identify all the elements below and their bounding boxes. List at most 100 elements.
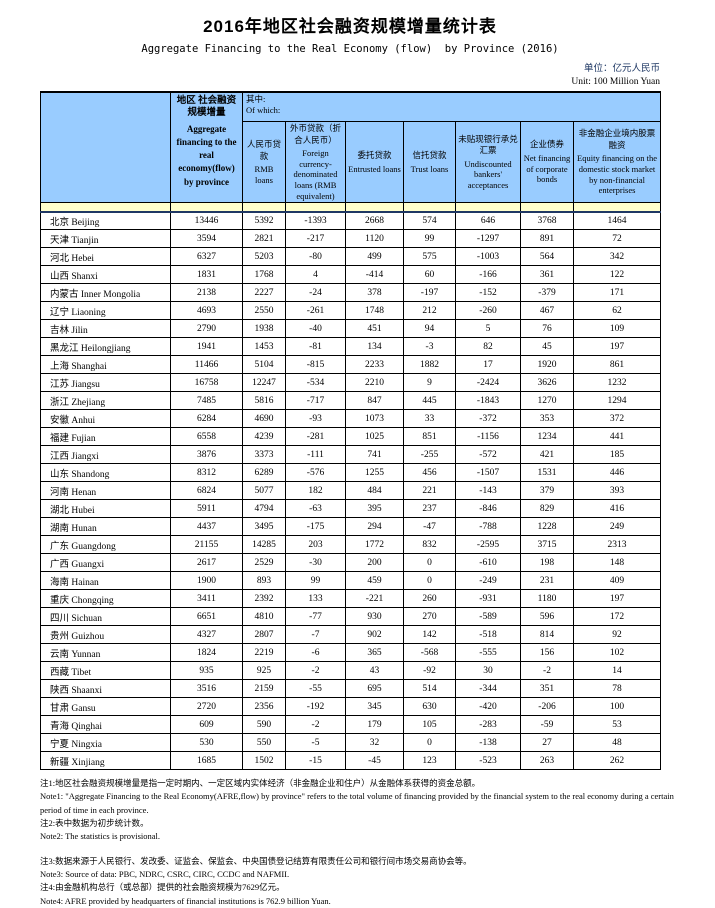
table-body: 北京 Beijing 13446 5392 -1393 2668 574 646 3768 14… [40, 211, 662, 771]
value-cell: 212 [403, 301, 456, 321]
value-cell: 92 [572, 625, 662, 645]
afre-table: 地区 社会融资规模增量 Aggregate financing to the r… [40, 90, 662, 771]
value-cell: 1294 [572, 391, 662, 411]
value-cell: -166 [455, 265, 521, 285]
table-row: 黑龙江 Heilongjiang 1941 1453 -81 134 -3 82 45 197 [40, 337, 662, 357]
value-cell: 82 [455, 337, 521, 357]
value-cell: 1232 [572, 373, 662, 393]
value-cell: 441 [572, 427, 662, 447]
province-cell: 湖北 Hubei [40, 499, 171, 519]
province-cell: 云南 Yunnan [40, 643, 171, 663]
value-cell: 5392 [242, 211, 286, 231]
unit-block: 单位：亿元人民币 Unit: 100 Million Yuan [40, 63, 660, 89]
value-cell: 100 [572, 697, 662, 717]
value-cell: 99 [403, 229, 456, 249]
value-cell: 456 [403, 463, 456, 483]
column-header-of-which: 其中: Of which: [241, 91, 662, 123]
value-cell: 3876 [170, 445, 243, 465]
province-cell: 甘肃 Gansu [40, 697, 171, 717]
value-cell: 76 [520, 319, 574, 339]
value-cell: 14285 [242, 535, 286, 555]
value-cell: -518 [455, 625, 521, 645]
table-row: 云南 Yunnan 1824 2219 -6 365 -568 -555 156 102 [40, 643, 662, 663]
value-cell: 109 [572, 319, 662, 339]
value-cell: 6558 [170, 427, 243, 447]
value-cell: 17 [455, 355, 521, 375]
table-row: 河南 Henan 6824 5077 182 484 221 -143 379 393 [40, 481, 662, 501]
value-cell: 6327 [170, 247, 243, 267]
value-cell: 484 [345, 481, 404, 501]
note-line: 注1:地区社会融资规模增量是指一定时期内、一定区域内实体经济（非金融企业和住户）… [40, 778, 481, 789]
value-cell: 134 [345, 337, 404, 357]
province-cell: 青海 Qinghai [40, 715, 171, 735]
value-cell: 514 [403, 679, 456, 699]
value-cell: 237 [403, 499, 456, 519]
table-row: 吉林 Jilin 2790 1938 -40 451 94 5 76 109 [40, 319, 662, 339]
value-cell: 197 [572, 337, 662, 357]
value-cell: 2138 [170, 283, 243, 303]
province-cell: 黑龙江 Heilongjiang [40, 337, 171, 357]
value-cell: -92 [403, 661, 456, 681]
value-cell: 3373 [242, 445, 286, 465]
table-row: 贵州 Guizhou 4327 2807 -7 902 142 -518 814 92 [40, 625, 662, 645]
spacer-cell [40, 202, 171, 213]
value-cell: 6289 [242, 463, 286, 483]
value-cell: 372 [572, 409, 662, 429]
value-cell: 499 [345, 247, 404, 267]
province-cell: 北京 Beijing [40, 211, 171, 231]
column-header-rmb-loans: 人民币贷款 RMB loans [242, 121, 286, 204]
value-cell: 13446 [170, 211, 243, 231]
column-header-trust-loans: 信托贷款 Trust loans [403, 121, 456, 204]
column-header-cn: 企业债券 [529, 139, 564, 150]
table-row: 海南 Hainan 1900 893 99 459 0 -249 231 409 [40, 571, 662, 591]
value-cell: -283 [455, 715, 521, 735]
value-cell: 893 [242, 571, 286, 591]
value-cell: 1234 [520, 427, 574, 447]
table-row: 江西 Jiangxi 3876 3373 -111 741 -255 -572 421 185 [40, 445, 662, 465]
value-cell: 123 [403, 751, 456, 771]
value-cell: -55 [285, 679, 346, 699]
table-row: 北京 Beijing 13446 5392 -1393 2668 574 646 3768 14… [40, 211, 662, 231]
province-cell: 四川 Sichuan [40, 607, 171, 627]
value-cell: -572 [455, 445, 521, 465]
spacer-row [40, 202, 662, 213]
value-cell: -93 [285, 409, 346, 429]
value-cell: 0 [403, 553, 456, 573]
table-row: 陕西 Shaanxi 3516 2159 -55 695 514 -344 351 78 [40, 679, 662, 699]
column-header-corporate-bonds: 企业债券 Net financing of corporate bonds [520, 121, 574, 204]
province-cell: 江西 Jiangxi [40, 445, 171, 465]
province-cell: 辽宁 Liaoning [40, 301, 171, 321]
value-cell: 182 [285, 481, 346, 501]
province-cell: 山东 Shandong [40, 463, 171, 483]
value-cell: 4794 [242, 499, 286, 519]
province-cell: 吉林 Jilin [40, 319, 171, 339]
value-cell: 891 [520, 229, 574, 249]
value-cell: -152 [455, 283, 521, 303]
column-header-en: Entrusted loans [348, 163, 401, 174]
value-cell: 1882 [403, 355, 456, 375]
value-cell: 925 [242, 661, 286, 681]
province-cell: 贵州 Guizhou [40, 625, 171, 645]
table-row: 新疆 Xinjiang 1685 1502 -15 -45 123 -523 263 262 [40, 751, 662, 771]
value-cell: -717 [285, 391, 346, 411]
value-cell: 935 [170, 661, 243, 681]
table-row: 湖南 Hunan 4437 3495 -175 294 -47 -788 1228 249 [40, 517, 662, 537]
value-cell: -344 [455, 679, 521, 699]
value-cell: 99 [285, 571, 346, 591]
province-cell: 新疆 Xinjiang [40, 751, 171, 771]
value-cell: -931 [455, 589, 521, 609]
value-cell: -77 [285, 607, 346, 627]
value-cell: 94 [403, 319, 456, 339]
column-header-afre: 地区 社会融资规模增量 Aggregate financing to the r… [170, 91, 243, 204]
value-cell: 156 [520, 643, 574, 663]
value-cell: 3768 [520, 211, 574, 231]
value-cell: 1824 [170, 643, 243, 663]
value-cell: -249 [455, 571, 521, 591]
value-cell: 2227 [242, 283, 286, 303]
province-cell: 广东 Guangdong [40, 535, 171, 555]
value-cell: 4810 [242, 607, 286, 627]
value-cell: 27 [520, 733, 574, 753]
value-cell: 30 [455, 661, 521, 681]
value-cell: 33 [403, 409, 456, 429]
value-cell: 249 [572, 517, 662, 537]
